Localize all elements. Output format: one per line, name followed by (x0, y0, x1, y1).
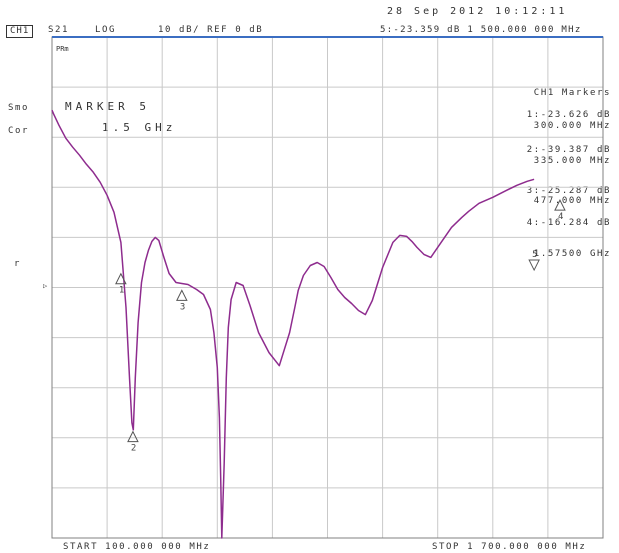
reference-indicator: r (14, 259, 22, 269)
marker-5-label: 5 (532, 250, 537, 260)
marker-title: MARKER 5 (65, 100, 150, 113)
marker-1-value: 1:-23.626 dB (526, 110, 611, 120)
marker-5-triangle-icon (528, 259, 540, 272)
trace-line (51, 109, 535, 539)
marker-1-triangle-icon (115, 272, 127, 285)
pair-symbol: PRm (56, 45, 69, 53)
marker-4-value: 4:-16.284 dB (526, 218, 611, 228)
active-marker-readout: 5:-23.359 dB 1 500.000 000 MHz (380, 25, 582, 35)
marker-3-triangle-icon (176, 289, 188, 301)
marker-3-frequency: 477.000 MHz (533, 196, 611, 206)
marker-4-frequency: 1.57500 GHz (533, 249, 611, 259)
correction-indicator: Cor (8, 126, 30, 136)
marker-4-triangle-icon (554, 199, 566, 211)
marker-4-label: 4 (558, 212, 563, 222)
marker-3-label: 3 (180, 302, 185, 312)
trace-group (51, 109, 535, 539)
start-frequency-label: START 100.000 000 MHz (63, 542, 211, 552)
scale-reference-label: 10 dB/ REF 0 dB (158, 25, 264, 35)
date-time-label: 28 Sep 2012 10:12:11 (387, 6, 568, 17)
marker-2-triangle-icon (127, 430, 139, 443)
marker-frequency: 1.5 GHz (102, 121, 177, 134)
grid (51, 36, 604, 539)
markers-group: 1 2 3 4 5 (115, 199, 566, 454)
s-parameter-label: S21 (48, 25, 70, 35)
stop-frequency-label: STOP 1 700.000 000 MHz (432, 542, 587, 552)
marker-table-title: CH1 Markers (533, 88, 611, 98)
format-label: LOG (95, 25, 117, 35)
marker-2-value: 2:-39.387 dB (526, 145, 611, 155)
marker-1-label: 1 (119, 286, 124, 296)
reference-arrow-icon: ▷ (43, 282, 48, 290)
smoothing-indicator: Smo (8, 103, 30, 113)
marker-3-value: 3:-25.287 dB (526, 186, 611, 196)
marker-2-label: 2 (131, 444, 136, 454)
marker-1-frequency: 300.000 MHz (533, 121, 611, 131)
channel-indicator[interactable]: CH1 (6, 25, 34, 38)
marker-2-frequency: 335.000 MHz (533, 156, 611, 166)
